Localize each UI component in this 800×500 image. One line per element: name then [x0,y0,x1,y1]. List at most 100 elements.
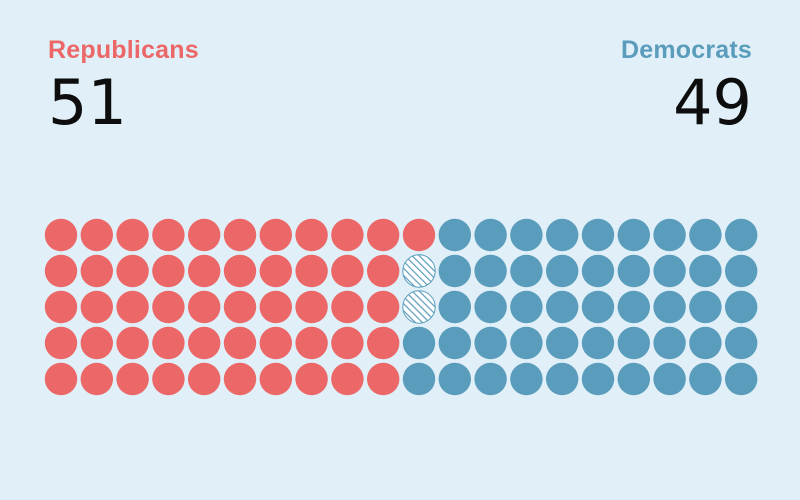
democrat-seat [617,218,650,252]
republicans-count: 51 [48,66,127,139]
democrat-seat [653,218,686,252]
republican-seat [295,326,328,360]
democrat-seat [474,362,507,396]
democrats-block: Democrats 49 [621,36,752,136]
republican-seat [152,290,185,324]
democrat-seat [689,290,722,324]
democrat-seat [546,290,579,324]
republican-seat [331,290,364,324]
democrat-seat [546,362,579,396]
democrat-seat [653,254,686,288]
democrat-seat [546,254,579,288]
democrat-seat-hatched [402,254,436,288]
democrat-seat [581,290,615,324]
republican-seat [44,326,78,360]
republican-seat [44,218,78,252]
democrat-seat [689,326,722,360]
republican-seat [116,218,149,252]
democrat-seat [581,326,615,360]
democrat-seat [725,218,758,252]
republicans-block: Republicans 51 [48,36,199,136]
republican-seat [188,254,221,288]
republican-seat [188,290,221,324]
republican-seat [223,362,257,396]
republican-seat [259,218,292,252]
republican-seat [188,362,221,396]
republican-seat [116,326,149,360]
republican-seat [188,218,221,252]
democrat-seat [474,254,507,288]
republican-seat [295,362,328,396]
republican-seat [331,362,364,396]
republican-seat [295,254,328,288]
democrat-seat [581,218,615,252]
democrat-seat [653,290,686,324]
republican-seat [367,326,400,360]
democrat-seat [438,218,471,252]
democrat-seat [617,290,650,324]
republican-seat [44,362,78,396]
republican-seat [80,326,114,360]
democrat-seat [474,218,507,252]
republican-seat [116,362,149,396]
seat-grid [44,218,758,396]
democrat-seat [546,218,579,252]
democrat-seat [581,362,615,396]
republican-seat [223,254,257,288]
democrats-label: Democrats [620,36,752,64]
democrat-seat [725,290,758,324]
republican-seat [223,326,257,360]
democrat-seat [617,326,650,360]
republican-seat [367,218,400,252]
democrat-seat [653,326,686,360]
democrat-seat [438,254,471,288]
democrat-seat [474,326,507,360]
republican-seat [80,218,114,252]
democrat-seat [689,362,722,396]
democrat-seat [438,290,471,324]
republican-seat [152,326,185,360]
republican-seat [152,254,185,288]
democrat-seat [510,362,543,396]
democrat-seat [474,290,507,324]
democrat-seat [546,326,579,360]
democrat-seat [402,362,436,396]
republican-seat [367,254,400,288]
democrat-seat [510,254,543,288]
republican-seat [152,362,185,396]
republican-seat [116,254,149,288]
republican-seat [402,218,436,252]
republican-seat [80,362,114,396]
republican-seat [259,326,292,360]
republican-seat [44,290,78,324]
democrat-seat [510,218,543,252]
republican-seat [116,290,149,324]
democrat-seat [689,254,722,288]
democrat-seat [402,326,436,360]
democrat-seat [725,362,758,396]
democrat-seat-hatched [402,290,436,324]
democrats-count: 49 [673,66,752,139]
republican-seat [223,290,257,324]
republican-seat [331,218,364,252]
democrat-seat [617,362,650,396]
republican-seat [295,218,328,252]
democrat-seat [653,362,686,396]
democrat-seat [510,290,543,324]
republican-seat [367,362,400,396]
democrat-seat [581,254,615,288]
democrat-seat [438,362,471,396]
republican-seat [331,326,364,360]
republican-seat [80,290,114,324]
democrat-seat [617,254,650,288]
republican-seat [80,254,114,288]
republican-seat [44,254,78,288]
republicans-label: Republicans [48,36,199,64]
republican-seat [331,254,364,288]
republican-seat [259,290,292,324]
republican-seat [259,362,292,396]
republican-seat [259,254,292,288]
republican-seat [152,218,185,252]
republican-seat [295,290,328,324]
